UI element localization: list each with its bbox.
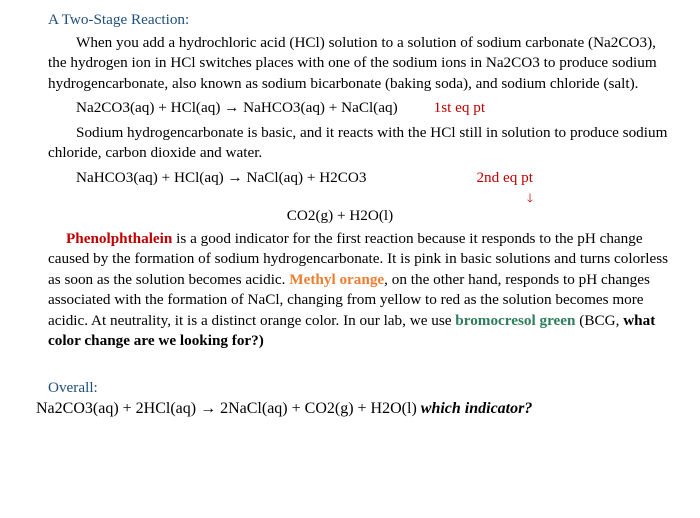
equation-2-row: NaHCO3(aq) + HCl(aq) → NaCl(aq) + H2CO3 … (76, 168, 672, 189)
phenolphthalein-label: Phenolphthalein (66, 230, 172, 247)
overall-label: Overall: (48, 378, 672, 399)
bcg-label: bromocresol green (455, 312, 575, 329)
question-2: which indicator? (421, 400, 533, 417)
methyl-orange-label: Methyl orange (289, 271, 384, 288)
overall-equation-row: Na2CO3(aq) + 2HCl(aq) → 2NaCl(aq) + CO2(… (36, 398, 672, 420)
overall-equation: Na2CO3(aq) + 2HCl(aq) → 2NaCl(aq) + CO2(… (36, 400, 421, 417)
equation-2-label: 2nd eq pt (476, 168, 533, 189)
equation-1-label: 1st eq pt (434, 98, 485, 119)
equation-3: CO2(g) + H2O(l) (8, 206, 672, 227)
equation-1-row: Na2CO3(aq) + HCl(aq) → NaHCO3(aq) + NaCl… (76, 98, 672, 119)
paragraph-2: Sodium hydrogencarbonate is basic, and i… (48, 123, 672, 164)
section-title: A Two-Stage Reaction: (48, 10, 672, 31)
para3-text-c: (BCG, (576, 312, 624, 329)
paragraph-1: When you add a hydrochloric acid (HCl) s… (48, 33, 672, 95)
document-page: A Two-Stage Reaction: When you add a hyd… (0, 0, 700, 518)
equation-2: NaHCO3(aq) + HCl(aq) → NaCl(aq) + H2CO3 (76, 168, 366, 189)
down-arrow-icon: 🡓 (388, 192, 672, 204)
paragraph-3: Phenolphthalein is a good indicator for … (48, 229, 672, 352)
equation-1: Na2CO3(aq) + HCl(aq) → NaHCO3(aq) + NaCl… (76, 98, 398, 119)
